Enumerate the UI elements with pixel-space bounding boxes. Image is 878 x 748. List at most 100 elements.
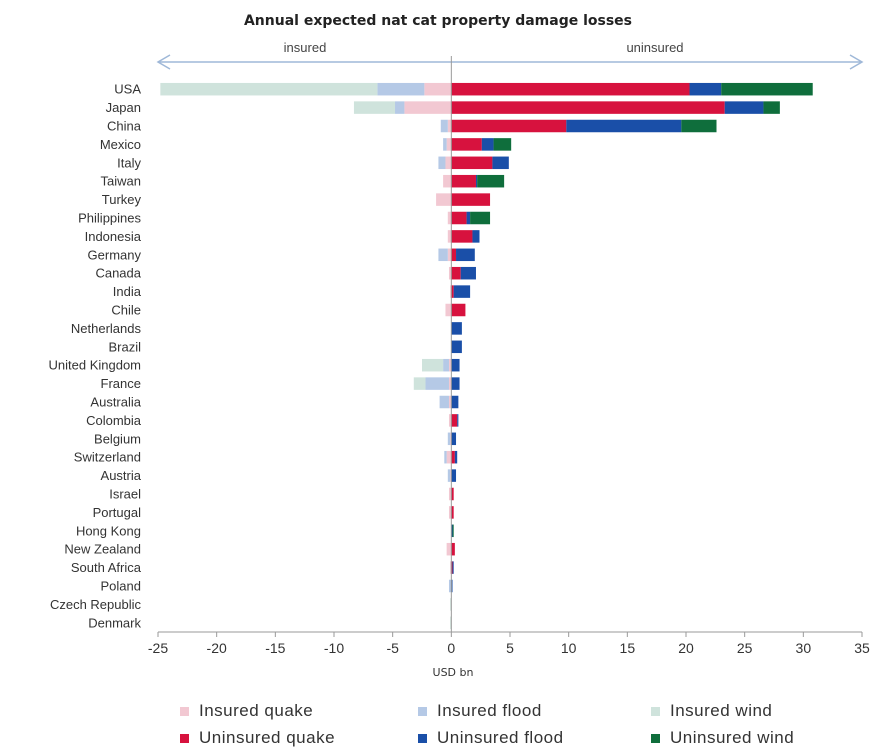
legend-item-insured-wind: Insured wind (651, 701, 772, 721)
bar-italy-uninsured-flood (492, 156, 509, 170)
category-labels: USA Japan China Mexico Italy Taiwan Turkey Phil… (49, 82, 142, 631)
bar-china-uninsured-flood (566, 119, 682, 133)
category-label-poland: Poland (101, 579, 141, 594)
legend-swatch-uninsured-quake (180, 733, 189, 743)
category-label-canada: Canada (95, 266, 141, 281)
bar-united-kingdom-insured-quake (448, 358, 452, 372)
legend-item-uninsured-wind: Uninsured wind (651, 728, 794, 748)
uninsured-region-label: uninsured (626, 40, 683, 55)
category-label-czech-republic: Czech Republic (50, 597, 142, 612)
bar-japan-uninsured-flood (724, 101, 764, 114)
bar-poland-insured-flood (448, 579, 452, 593)
bar-france-insured-flood (425, 377, 449, 390)
bar-denmark-insured-wind (450, 616, 452, 630)
category-label-mexico: Mexico (100, 137, 141, 152)
bar-usa-uninsured-wind (721, 82, 813, 96)
bar-japan-insured-wind (353, 101, 396, 114)
category-label-hong-kong: Hong Kong (76, 523, 141, 538)
bar-indonesia-uninsured-quake (451, 230, 473, 243)
x-tick-label: 35 (854, 640, 870, 656)
bar-china-insured-flood (440, 119, 448, 133)
bar-germany-uninsured-flood (456, 248, 475, 262)
bar-south-africa-insured-quake (450, 561, 452, 574)
category-label-netherlands: Netherlands (71, 321, 142, 336)
legend-swatch-insured-flood (418, 706, 427, 716)
bar-japan-uninsured-quake (451, 101, 725, 114)
x-tick-label: -20 (207, 640, 227, 656)
bar-south-africa-uninsured-flood (452, 561, 454, 574)
category-label-switzerland: Switzerland (74, 450, 141, 465)
bar-israel-insured-quake (448, 487, 452, 501)
bar-usa-insured-quake (424, 82, 452, 96)
category-label-united-kingdom: United Kingdom (49, 358, 142, 373)
bar-new-zealand-uninsured-quake (451, 542, 455, 556)
category-label-philippines: Philippines (78, 211, 141, 226)
bar-hong-kong-uninsured-wind (452, 524, 454, 538)
bar-austria-insured-flood (447, 469, 451, 482)
bar-new-zealand-insured-quake (446, 542, 452, 556)
bar-australia-insured-flood (439, 395, 449, 409)
bar-turkey-insured-quake (436, 193, 452, 206)
bar-philippines-uninsured-quake (451, 211, 467, 225)
legend-swatch-insured-quake (180, 706, 189, 716)
x-tick-label: 10 (561, 640, 577, 656)
bar-germany-insured-flood (438, 248, 448, 262)
bar-france-insured-quake (448, 377, 452, 390)
category-label-brazil: Brazil (108, 339, 141, 354)
bar-india-uninsured-flood (453, 285, 471, 298)
bar-united-kingdom-insured-wind (422, 358, 444, 372)
bar-india-uninsured-quake (451, 285, 454, 298)
bar-germany-insured-quake (447, 248, 452, 262)
bar-belgium-uninsured-flood (451, 432, 457, 446)
x-tick-label: -10 (324, 640, 344, 656)
category-label-france: France (101, 376, 141, 391)
bar-switzerland-uninsured-flood (454, 450, 458, 464)
bar-usa-uninsured-flood (689, 82, 722, 96)
bar-mexico-uninsured-wind (493, 138, 512, 151)
x-axis-title: USD bn (433, 666, 474, 679)
bar-chile-insured-quake (445, 303, 452, 317)
bar-france-insured-wind (413, 377, 426, 390)
bar-taiwan-uninsured-flood (475, 174, 478, 188)
category-label-italy: Italy (117, 155, 141, 170)
category-label-chile: Chile (111, 303, 141, 318)
x-tick-label: 5 (506, 640, 514, 656)
bar-usa-uninsured-quake (451, 82, 690, 96)
x-tick-label: 30 (796, 640, 812, 656)
bar-italy-insured-flood (438, 156, 446, 170)
bar-switzerland-insured-quake (446, 450, 452, 464)
legend-label-uninsured-quake: Uninsured quake (199, 728, 336, 747)
bar-taiwan-uninsured-wind (477, 174, 505, 188)
x-tick-label: 15 (620, 640, 636, 656)
legend-item-insured-quake: Insured quake (180, 701, 313, 721)
bar-china-uninsured-quake (451, 119, 567, 133)
legend-label-insured-quake: Insured quake (199, 701, 314, 720)
bar-australia-insured-quake (448, 395, 452, 409)
category-label-colombia: Colombia (86, 413, 142, 428)
bar-canada-uninsured-quake (451, 266, 461, 280)
category-label-belgium: Belgium (94, 431, 141, 446)
bar-mexico-uninsured-quake (451, 138, 482, 151)
bar-japan-insured-quake (404, 101, 452, 114)
category-label-austria: Austria (101, 468, 142, 483)
bar-china-insured-quake (447, 119, 452, 133)
x-tick-label: -5 (386, 640, 399, 656)
legend-swatch-insured-wind (651, 706, 660, 716)
bar-mexico-uninsured-flood (481, 138, 494, 151)
x-tick-label: -25 (148, 640, 168, 656)
bar-poland-uninsured-flood (451, 579, 453, 593)
legend-label-uninsured-wind: Uninsured wind (670, 728, 795, 747)
bar-italy-insured-quake (445, 156, 452, 170)
bar-japan-insured-flood (395, 101, 405, 114)
category-label-new-zealand: New Zealand (64, 542, 141, 557)
category-label-india: India (113, 284, 142, 299)
bar-japan-uninsured-wind (763, 101, 780, 114)
bar-hong-kong-uninsured-flood (451, 524, 453, 538)
bar-chile-uninsured-quake (451, 303, 466, 317)
bar-south-africa-uninsured-quake (451, 561, 453, 574)
bar-china-uninsured-wind (681, 119, 717, 133)
bars-group (160, 82, 813, 630)
legend-swatch-uninsured-flood (418, 733, 427, 743)
bar-netherlands-uninsured-flood (451, 322, 462, 335)
bar-portugal-uninsured-quake (451, 506, 454, 519)
